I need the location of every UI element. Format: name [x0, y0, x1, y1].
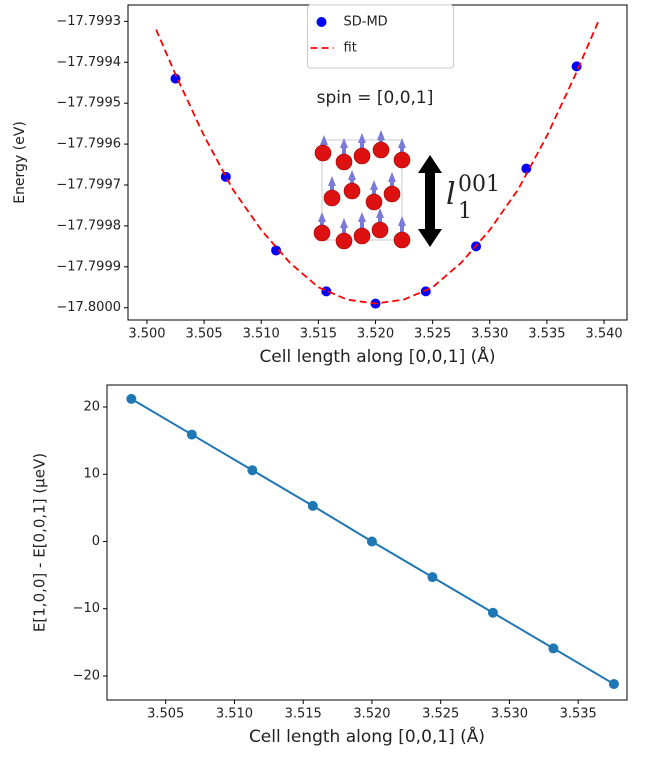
x-tick-label: 3.510 [243, 327, 280, 342]
plot-frame [106, 384, 628, 701]
arrow-label-sup: 001 [458, 172, 500, 197]
y-tick-label: −20 [73, 668, 100, 683]
crystal-inset [313, 130, 442, 250]
y-tick-label: −17.8000 [56, 300, 121, 315]
data-point [548, 643, 559, 654]
y-tick-label: 10 [83, 467, 100, 482]
y-tick-label: −17.7993 [56, 14, 121, 29]
x-axis-label: Cell length along [0,0,1] (Å) [259, 345, 495, 367]
data-point [608, 679, 619, 690]
data-point [307, 500, 318, 511]
x-tick-label: 3.515 [285, 707, 322, 722]
fit-line [155, 21, 600, 305]
x-tick-label: 3.505 [185, 327, 222, 342]
legend-label: fit [344, 41, 357, 56]
y-tick-label: −10 [73, 601, 100, 616]
spin-arrows [318, 130, 406, 236]
data-point [247, 465, 258, 476]
arrow-label-sub: 1 [458, 199, 472, 224]
y-tick-label: −17.7995 [56, 96, 121, 111]
x-tick-label: 3.505 [147, 707, 184, 722]
y-tick-label: −17.7999 [56, 259, 121, 274]
x-tick-label: 3.540 [585, 327, 622, 342]
y-tick-label: 20 [83, 399, 100, 414]
data-point [521, 163, 532, 174]
y-axis-label: E[1,0,0] - E[0,0,1] (μeV) [31, 453, 49, 632]
data-point [366, 536, 377, 547]
x-tick-label: 3.515 [300, 327, 337, 342]
atoms [313, 141, 411, 250]
x-tick-label: 3.530 [471, 327, 508, 342]
x-tick-label: 3.520 [357, 327, 394, 342]
x-tick-label: 3.520 [353, 707, 390, 722]
x-tick-label: 3.530 [491, 707, 528, 722]
y-tick-label: −17.7998 [56, 218, 121, 233]
x-tick-label: 3.525 [414, 327, 451, 342]
length-arrow [418, 155, 442, 247]
y-tick-label: −17.7996 [56, 137, 121, 152]
y-tick-label: −17.7997 [56, 178, 121, 193]
arrow-label: l [446, 177, 456, 212]
legend-marker [316, 17, 327, 27]
x-tick-label: 3.535 [560, 707, 597, 722]
legend-box [307, 4, 454, 69]
data-point [271, 245, 282, 256]
x-tick-label: 3.525 [422, 707, 459, 722]
x-tick-label: 3.535 [528, 327, 565, 342]
y-tick-label: −17.7994 [56, 55, 121, 70]
data-point [487, 607, 498, 618]
data-point [186, 429, 197, 440]
x-axis-label: Cell length along [0,0,1] (Å) [249, 725, 485, 747]
annotation: spin = [0,0,1] [317, 88, 434, 108]
y-tick-label: 0 [92, 534, 100, 549]
x-tick-label: 3.500 [128, 327, 165, 342]
data-point [126, 393, 137, 404]
data-point [427, 572, 438, 583]
data-point [220, 171, 231, 182]
legend-label: SD-MD [344, 15, 388, 30]
y-axis-label: Energy (eV) [12, 121, 28, 204]
x-tick-label: 3.510 [216, 707, 253, 722]
